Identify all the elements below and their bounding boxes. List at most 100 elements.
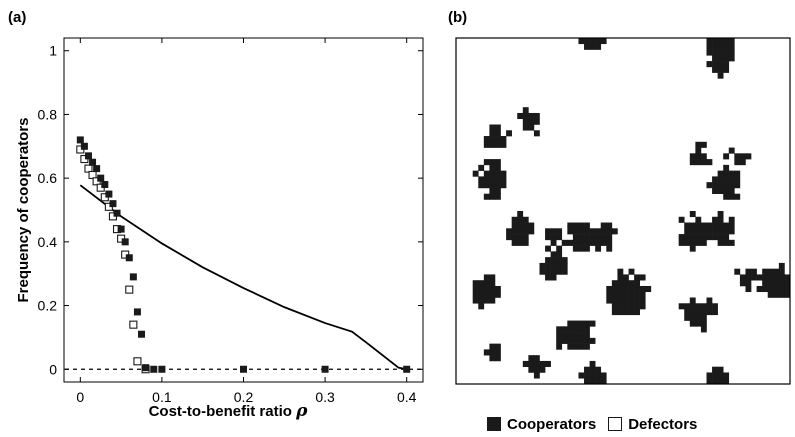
cooperator-cell	[600, 38, 607, 45]
cooperator-cell	[745, 153, 752, 160]
cooperator-cell	[478, 285, 485, 293]
cooperator-cell	[472, 297, 479, 304]
cooperator-cell	[595, 378, 602, 385]
cooperator-cell	[517, 211, 524, 218]
cooperator-cell	[494, 141, 501, 148]
cooperator-cell	[700, 159, 707, 166]
cooperator-cell	[639, 274, 646, 281]
cooperator-cell	[494, 285, 501, 293]
cooperator-cell	[578, 245, 585, 252]
cooperator-cell	[773, 280, 780, 287]
cooperator-cell	[728, 170, 735, 177]
cooperator-cell	[723, 164, 730, 171]
cooperator-cell	[751, 274, 757, 281]
cooperator-cell	[712, 43, 718, 50]
cooperator-cell	[606, 285, 613, 293]
cooperator-cell	[628, 309, 635, 316]
cooperator-cell	[695, 153, 702, 160]
y-tick-label: 0.8	[38, 106, 58, 122]
cooperator-cell	[700, 309, 707, 316]
cooperator-cell	[589, 372, 596, 379]
cooperator-cell	[600, 222, 607, 229]
cooperator-cell	[712, 372, 718, 379]
cooperator-cell	[500, 136, 507, 143]
cooperator-cell	[695, 147, 702, 154]
cooperator-cell	[689, 309, 696, 316]
cooperator-cell	[584, 43, 590, 50]
cooperator-cell	[572, 343, 579, 350]
cooperator-cell	[723, 170, 730, 177]
cooperator-cell	[584, 326, 590, 333]
cooperator-cell	[684, 303, 691, 310]
cooperator-cell	[528, 118, 535, 125]
cooperator-cell	[756, 285, 763, 293]
cooperator-cell	[572, 337, 579, 344]
cooperator-cell	[517, 112, 524, 120]
filled-square-point	[105, 190, 113, 198]
cooperator-cell	[689, 303, 696, 310]
cooperator-cell	[478, 176, 485, 183]
cooperator-cell	[712, 228, 718, 235]
cooperator-cell	[745, 268, 752, 275]
cooperator-cell	[606, 245, 613, 252]
cooperator-cell	[561, 337, 568, 344]
cooperator-cell	[628, 285, 635, 293]
cooperator-cell	[483, 136, 490, 143]
cooperator-cell	[695, 141, 702, 148]
cooperator-cell	[572, 228, 579, 235]
cooperator-cell	[712, 222, 718, 229]
cooperator-cell	[712, 38, 718, 45]
cooperator-cell	[550, 234, 557, 241]
cooperator-cell	[589, 360, 596, 367]
cooperator-cell	[584, 337, 590, 344]
cooperator-cell	[489, 170, 496, 177]
cooperator-cell	[545, 234, 551, 241]
cooperator-cell	[706, 372, 713, 379]
cooperator-cell	[639, 291, 646, 298]
cooperator-cell	[684, 309, 691, 316]
cooperator-cell	[623, 291, 629, 298]
cooperator-cell	[528, 112, 535, 120]
cooperator-cell	[700, 320, 707, 327]
cooperator-cell	[528, 360, 535, 367]
cooperator-cell	[778, 285, 785, 293]
cooperator-cell	[712, 49, 718, 56]
cooperator-cell	[717, 72, 724, 79]
cooperator-cell	[489, 187, 496, 194]
cooperator-cell	[723, 153, 730, 160]
cooperator-cell	[739, 153, 746, 160]
cooperator-cell	[567, 228, 574, 235]
cooperator-cell	[483, 349, 490, 356]
filled-square-point	[89, 158, 97, 166]
cooperator-cell	[617, 297, 624, 304]
cooperator-cell	[717, 55, 724, 62]
cooperator-cell	[494, 355, 501, 362]
cooperator-cell	[611, 297, 618, 304]
filled-square-point	[158, 365, 166, 373]
cooperator-cell	[728, 187, 735, 194]
cooperator-cell	[500, 170, 507, 177]
defector-swatch-icon	[608, 417, 623, 431]
cooperator-cell	[522, 222, 529, 229]
cooperator-cell	[678, 303, 685, 310]
x-tick-label: 0.2	[234, 389, 254, 405]
cooperator-cell	[700, 326, 707, 333]
cooperator-cell	[472, 170, 479, 177]
cooperator-cell	[689, 245, 696, 252]
cooperator-cell	[572, 332, 579, 339]
cooperator-cell	[689, 228, 696, 235]
cooperator-cell	[494, 170, 501, 177]
cooperator-cell	[522, 234, 529, 241]
cooperator-cell	[695, 303, 702, 310]
cooperator-cell	[717, 366, 724, 373]
cooperator-cell	[723, 187, 730, 194]
cooperator-cell	[617, 291, 624, 298]
cooperator-cell	[489, 297, 496, 304]
cooperator-cell	[522, 124, 529, 131]
cooperator-cell	[739, 280, 746, 287]
cooperator-cell	[561, 332, 568, 339]
cooperator-cell	[706, 228, 713, 235]
legend-defectors-label: Defectors	[628, 415, 698, 433]
cooperator-cell	[533, 118, 540, 125]
cooperator-cell	[556, 326, 563, 333]
